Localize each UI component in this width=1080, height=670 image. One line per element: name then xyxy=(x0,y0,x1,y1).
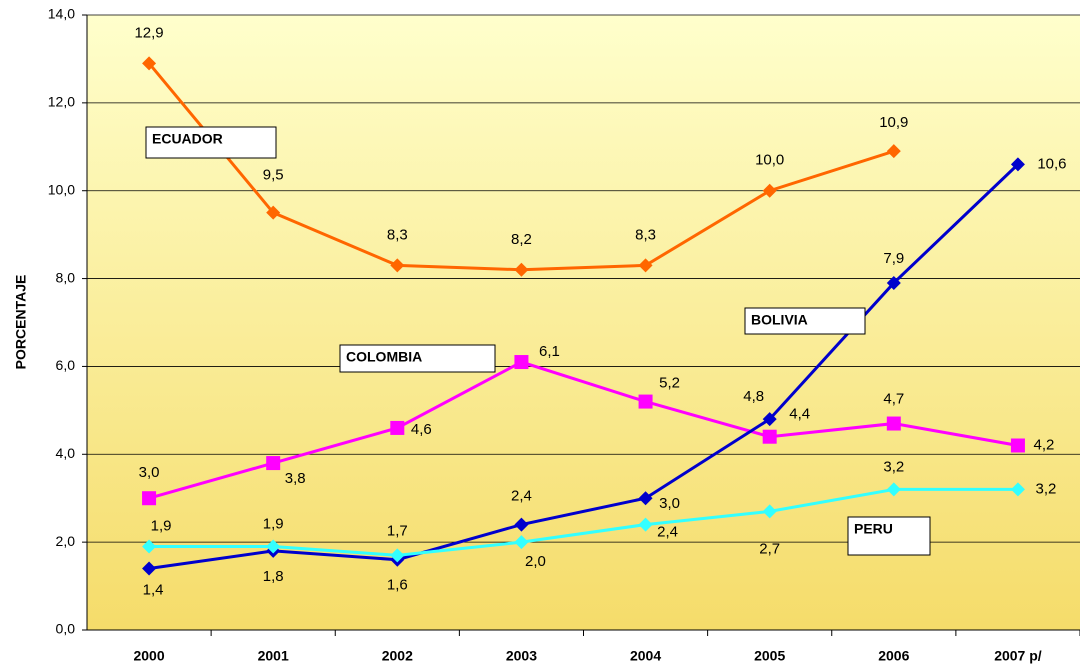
data-label: 3,8 xyxy=(285,470,306,487)
data-label: 3,2 xyxy=(1036,480,1057,497)
marker xyxy=(1010,157,1025,172)
series-name-box xyxy=(744,307,866,335)
marker xyxy=(142,56,157,71)
series-line xyxy=(148,360,1019,500)
series-name-box xyxy=(847,516,931,556)
marker xyxy=(514,517,529,532)
series-name: COLOMBIA xyxy=(346,349,422,365)
marker xyxy=(886,275,901,290)
data-label: 9,5 xyxy=(263,167,284,184)
data-label: 4,8 xyxy=(743,388,764,405)
marker xyxy=(514,535,529,550)
marker xyxy=(142,561,157,576)
series-line xyxy=(148,163,1019,570)
x-tick-label: 2003 xyxy=(506,648,537,664)
marker xyxy=(762,504,777,519)
data-label: 4,7 xyxy=(883,391,904,408)
data-label: 6,1 xyxy=(539,343,560,360)
y-tick-label: 0,0 xyxy=(56,621,76,637)
data-label: 1,4 xyxy=(143,581,164,598)
x-tick-label: 2006 xyxy=(878,648,909,664)
series-name: BOLIVIA xyxy=(751,312,808,328)
marker xyxy=(514,262,529,277)
data-label: 4,6 xyxy=(411,421,432,438)
y-axis-label: PORCENTAJE xyxy=(13,275,29,370)
data-label: 3,2 xyxy=(883,458,904,475)
data-label: 3,0 xyxy=(139,464,160,481)
data-label: 8,3 xyxy=(387,226,408,243)
y-tick-label: 14,0 xyxy=(48,6,75,22)
data-label: 1,6 xyxy=(387,577,408,594)
y-tick-label: 12,0 xyxy=(48,94,75,110)
marker xyxy=(266,539,281,554)
marker xyxy=(390,420,405,435)
x-tick-label: 2005 xyxy=(754,648,785,664)
marker xyxy=(142,539,157,554)
data-label: 1,9 xyxy=(151,518,172,535)
marker xyxy=(762,183,777,198)
y-tick-label: 6,0 xyxy=(56,357,76,373)
y-tick-label: 4,0 xyxy=(56,445,76,461)
data-label: 1,7 xyxy=(387,522,408,539)
marker xyxy=(638,394,653,409)
marker xyxy=(638,491,653,506)
marker xyxy=(266,205,281,220)
y-tick-label: 8,0 xyxy=(56,269,76,285)
plot-area xyxy=(87,15,1080,630)
marker xyxy=(266,456,281,471)
x-tick-label: 2001 xyxy=(258,648,289,664)
marker xyxy=(886,144,901,159)
x-tick-label: 2000 xyxy=(133,648,164,664)
x-tick-label: 2004 xyxy=(630,648,661,664)
data-label: 1,9 xyxy=(263,516,284,533)
marker xyxy=(142,491,157,506)
data-label: 4,4 xyxy=(789,406,810,423)
data-label: 7,9 xyxy=(883,250,904,267)
y-tick-label: 2,0 xyxy=(56,533,76,549)
y-tick-label: 10,0 xyxy=(48,181,75,197)
marker xyxy=(638,517,653,532)
marker xyxy=(1010,438,1025,453)
data-label: 8,3 xyxy=(635,226,656,243)
marker xyxy=(638,258,653,273)
series-line xyxy=(149,487,1018,557)
series-name-box xyxy=(339,344,496,373)
data-label: 10,0 xyxy=(755,152,784,169)
data-label: 2,7 xyxy=(759,540,780,557)
marker xyxy=(762,429,777,444)
data-label: 5,2 xyxy=(659,375,680,392)
series-name: PERU xyxy=(854,521,893,537)
marker xyxy=(762,412,777,427)
x-tick-label: 2002 xyxy=(382,648,413,664)
marker xyxy=(390,258,405,273)
x-tick-label: 2007 p/ xyxy=(994,648,1042,664)
marker xyxy=(390,548,405,563)
data-label: 10,9 xyxy=(879,114,908,131)
data-label: 3,0 xyxy=(659,495,680,512)
data-label: 12,9 xyxy=(134,24,163,41)
data-label: 10,6 xyxy=(1037,155,1066,172)
series-name: ECUADOR xyxy=(152,131,223,147)
marker xyxy=(886,416,901,431)
data-label: 1,8 xyxy=(263,568,284,585)
marker xyxy=(886,482,901,497)
series-name-box xyxy=(145,126,277,159)
data-label: 2,4 xyxy=(511,488,532,505)
data-label: 8,2 xyxy=(511,231,532,248)
data-label: 4,2 xyxy=(1034,436,1055,453)
marker xyxy=(514,355,529,370)
data-label: 2,0 xyxy=(525,553,546,570)
data-label: 2,4 xyxy=(657,524,678,541)
marker xyxy=(1010,482,1025,497)
